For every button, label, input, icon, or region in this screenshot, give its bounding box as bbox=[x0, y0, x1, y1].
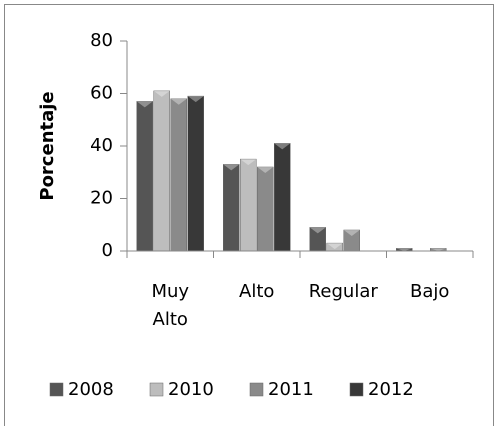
y-tick-label: 0 bbox=[102, 240, 113, 261]
frame-border bbox=[4, 4, 494, 426]
x-tick-label: Bajo bbox=[410, 281, 450, 302]
bar-bevel bbox=[326, 243, 343, 250]
bar bbox=[153, 90, 170, 252]
y-tick-label: 60 bbox=[90, 83, 113, 104]
x-tick-label: Muy Alto bbox=[151, 281, 190, 330]
bar bbox=[170, 98, 187, 252]
legend-marker bbox=[249, 382, 264, 397]
bar bbox=[223, 164, 240, 252]
legend-label: 2008 bbox=[68, 379, 114, 400]
bar-bevel bbox=[257, 167, 274, 173]
bar bbox=[274, 143, 291, 252]
bar bbox=[257, 166, 274, 252]
bar-bevel bbox=[136, 101, 153, 108]
bar bbox=[136, 101, 153, 252]
legend-marker bbox=[49, 382, 64, 397]
bar-bevel bbox=[430, 248, 447, 251]
bar-bevel bbox=[240, 159, 257, 166]
legend-marker bbox=[349, 382, 364, 397]
bar-bevel bbox=[223, 164, 240, 171]
x-tick-label: Regular bbox=[308, 281, 378, 302]
y-axis-title: Porcentaje bbox=[37, 91, 58, 200]
bar-bevel bbox=[153, 90, 170, 97]
legend-marker bbox=[149, 382, 164, 397]
y-tick-label: 80 bbox=[90, 30, 113, 51]
y-tick-label: 40 bbox=[90, 135, 113, 156]
bar-bevel bbox=[274, 143, 291, 150]
legend-label: 2010 bbox=[168, 379, 214, 400]
bar bbox=[187, 95, 204, 252]
bar-bevel bbox=[187, 96, 204, 103]
bar-bevel bbox=[309, 227, 326, 234]
legend-label: 2012 bbox=[368, 379, 414, 400]
bar bbox=[240, 158, 257, 252]
y-tick-label: 20 bbox=[90, 188, 113, 209]
bar-bevel bbox=[170, 98, 187, 105]
x-tick-label: Alto bbox=[239, 281, 275, 302]
bar-bevel bbox=[343, 230, 360, 236]
bar-bevel bbox=[396, 248, 413, 251]
legend-label: 2011 bbox=[268, 379, 314, 400]
